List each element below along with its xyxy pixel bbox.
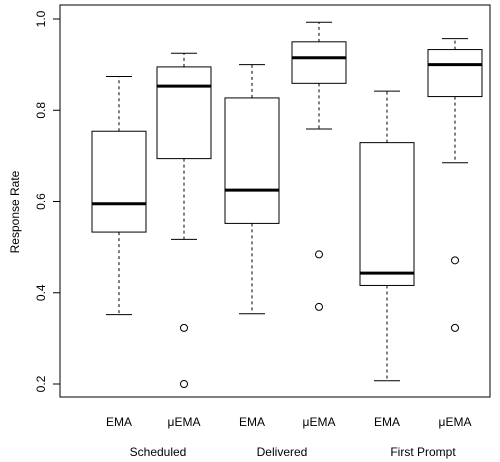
y-axis: 0.2 0.4 0.6 0.8 1.0	[34, 10, 60, 392]
group-label: First Prompt	[390, 445, 456, 459]
box-4	[359, 90, 415, 382]
outlier-point	[451, 323, 459, 332]
x-axis-labels: EMA μEMA EMA μEMA EMA μEMA	[106, 415, 471, 429]
y-tick-label: 1.0	[34, 10, 48, 27]
box-0	[91, 75, 147, 316]
outlier-point	[451, 256, 459, 265]
x-tick-label: μEMA	[439, 415, 472, 429]
y-axis-title: Response Rate	[8, 170, 22, 253]
x-tick-label: EMA	[239, 415, 265, 429]
x-tick-label: EMA	[106, 415, 132, 429]
box-body	[427, 49, 483, 98]
box-2	[224, 64, 280, 315]
group-label: Scheduled	[130, 445, 187, 459]
y-tick-label: 0.4	[34, 284, 48, 301]
box-1	[156, 52, 212, 388]
box-body	[291, 41, 347, 84]
box-3	[291, 21, 347, 311]
box-5	[427, 38, 483, 332]
y-tick-label: 0.6	[34, 193, 48, 210]
outlier-point	[315, 250, 323, 259]
box-body	[91, 130, 147, 233]
box-body	[156, 66, 212, 160]
group-labels: Scheduled Delivered First Prompt	[130, 445, 457, 459]
x-tick-label: EMA	[374, 415, 400, 429]
x-tick-label: μEMA	[303, 415, 336, 429]
outlier-point	[315, 302, 323, 311]
outlier-point	[180, 380, 188, 388]
x-tick-label: μEMA	[168, 415, 201, 429]
outlier-point	[180, 323, 188, 332]
box-body	[224, 97, 280, 224]
y-tick-label: 0.2	[34, 375, 48, 392]
boxes	[91, 21, 483, 388]
box-body	[359, 142, 415, 286]
group-label: Delivered	[257, 445, 308, 459]
y-tick-label: 0.8	[34, 102, 48, 119]
